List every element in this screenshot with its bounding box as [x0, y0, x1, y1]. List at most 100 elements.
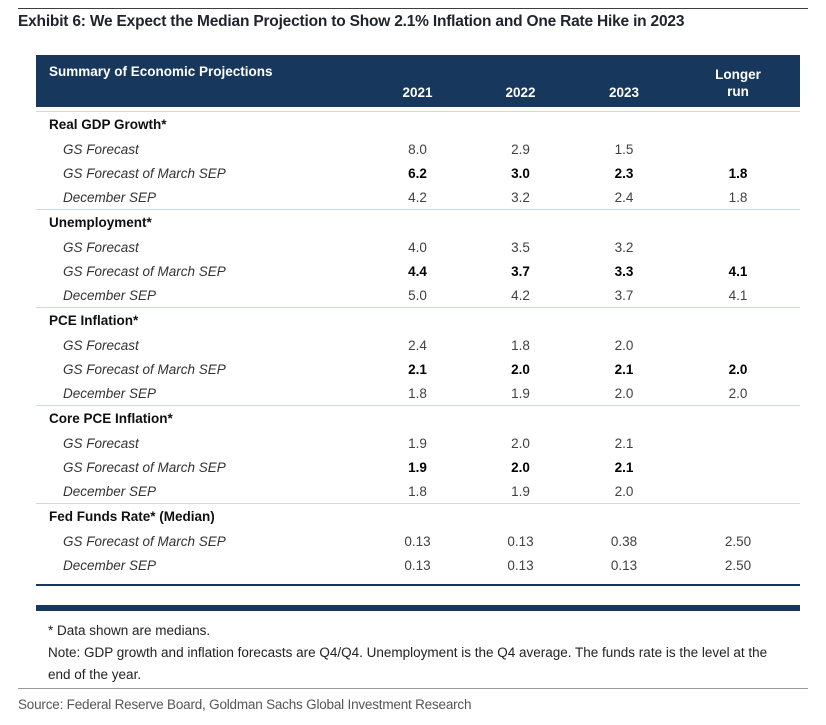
cell-value: 6.2 — [408, 165, 427, 181]
footnote-medians: * Data shown are medians. — [48, 623, 211, 638]
cell-value: 3.2 — [511, 189, 530, 205]
cell-value: 4.1 — [728, 287, 748, 303]
cell-value: 0.38 — [610, 533, 638, 549]
cell-value: 1.8 — [728, 189, 748, 205]
column-header-longer-run: Longer run — [715, 67, 761, 99]
cell-value: 4.0 — [408, 239, 427, 255]
cell-value: 3.7 — [511, 263, 530, 279]
cell-value: 2.50 — [724, 533, 752, 549]
row-label: GS Forecast of March SEP — [63, 361, 226, 377]
section-header: PCE Inflation* — [49, 313, 139, 328]
table-row: GS Forecast of March SEP 4.4 3.7 3.3 4.1 — [36, 259, 800, 283]
cell-value: 2.4 — [408, 337, 427, 353]
row-label: December SEP — [63, 287, 157, 303]
row-label: GS Forecast — [63, 239, 139, 255]
cell-value: 3.2 — [614, 239, 634, 255]
cell-value: 3.3 — [614, 263, 634, 279]
cell-value: 1.9 — [511, 385, 530, 401]
table-row: GS Forecast 4.0 3.5 3.2 — [36, 235, 800, 259]
cell-value: 5.0 — [408, 287, 427, 303]
table-row: GS Forecast 1.9 2.0 2.1 — [36, 431, 800, 455]
row-label: GS Forecast — [63, 141, 139, 157]
table-row: GS Forecast of March SEP 6.2 3.0 2.3 1.8 — [36, 161, 800, 185]
table-row: GS Forecast of March SEP 1.9 2.0 2.1 — [36, 455, 800, 479]
cell-value: 2.0 — [511, 459, 530, 475]
cell-value: 2.0 — [614, 483, 634, 499]
column-header-2023: 2023 — [608, 85, 640, 100]
section-header: Unemployment* — [49, 215, 152, 230]
footnote-note: Note: GDP growth and inflation forecasts… — [48, 645, 768, 682]
row-label: December SEP — [63, 385, 157, 401]
cell-value: 3.7 — [614, 287, 634, 303]
cell-value: 1.8 — [408, 385, 427, 401]
row-label: GS Forecast of March SEP — [63, 165, 226, 181]
cell-value: 2.4 — [614, 189, 634, 205]
cell-value: 1.8 — [408, 483, 427, 499]
column-header-2021: 2021 — [402, 85, 433, 100]
cell-value: 2.1 — [614, 459, 634, 475]
cell-value: 2.0 — [614, 337, 634, 353]
section-header: Core PCE Inflation* — [49, 411, 173, 426]
cell-value: 2.3 — [614, 165, 634, 181]
table-section: Core PCE Inflation* GS Forecast 1.9 2.0 2.1 G… — [36, 405, 800, 503]
cell-value: 2.0 — [614, 385, 634, 401]
cell-value: 8.0 — [408, 141, 427, 157]
table-row: December SEP 5.0 4.2 3.7 4.1 — [36, 283, 800, 307]
section-header: Fed Funds Rate* (Median) — [49, 509, 215, 524]
row-label: GS Forecast — [63, 337, 139, 353]
cell-value: 1.9 — [408, 435, 427, 451]
table-section: Unemployment* GS Forecast 4.0 3.5 3.2 GS Fore… — [36, 209, 800, 307]
cell-value: 2.1 — [614, 361, 634, 377]
table-row: December SEP 1.8 1.9 2.0 2.0 — [36, 381, 800, 405]
cell-value: 3.0 — [511, 165, 530, 181]
table-title: Summary of Economic Projections — [49, 64, 273, 79]
cell-value: 3.5 — [511, 239, 530, 255]
table-body: Real GDP Growth* GS Forecast 8.0 2.9 1.5 GS F… — [36, 111, 800, 577]
footnotes: * Data shown are medians. Note: GDP grow… — [36, 611, 800, 686]
row-label: GS Forecast of March SEP — [63, 459, 226, 475]
column-header-2022: 2022 — [505, 85, 536, 100]
cell-value: 1.8 — [511, 337, 530, 353]
table-row: GS Forecast 8.0 2.9 1.5 — [36, 137, 800, 161]
table-section: Real GDP Growth* GS Forecast 8.0 2.9 1.5 GS F… — [36, 111, 800, 209]
cell-value: 2.50 — [724, 557, 752, 573]
cell-value: 4.1 — [728, 263, 748, 279]
row-label: December SEP — [63, 189, 157, 205]
cell-value: 2.1 — [408, 361, 427, 377]
cell-value: 4.2 — [408, 189, 427, 205]
table-section: PCE Inflation* GS Forecast 2.4 1.8 2.0 GS For… — [36, 307, 800, 405]
cell-value: 0.13 — [507, 557, 534, 573]
table-row: GS Forecast of March SEP 2.1 2.0 2.1 2.0 — [36, 357, 800, 381]
cell-value: 0.13 — [507, 533, 534, 549]
cell-value: 2.1 — [614, 435, 634, 451]
row-label: GS Forecast of March SEP — [63, 263, 226, 279]
table-section: Fed Funds Rate* (Median) GS Forecast of M… — [36, 503, 800, 577]
cell-value: 1.9 — [511, 483, 530, 499]
cell-value: 1.5 — [614, 141, 634, 157]
table-bottom-rule — [36, 584, 800, 586]
cell-value: 0.13 — [610, 557, 638, 573]
source-divider — [18, 688, 808, 689]
cell-value: 2.9 — [511, 141, 530, 157]
cell-value: 0.13 — [404, 557, 431, 573]
table-header-bar: Summary of Economic Projections 2021 202… — [36, 55, 800, 107]
row-label: GS Forecast — [63, 435, 139, 451]
table-row: December SEP 1.8 1.9 2.0 — [36, 479, 800, 503]
source-line: Source: Federal Reserve Board, Goldman S… — [18, 697, 472, 712]
table-row: December SEP 4.2 3.2 2.4 1.8 — [36, 185, 800, 209]
section-header: Real GDP Growth* — [49, 117, 167, 132]
footnote-top-bar — [36, 605, 800, 611]
row-label: December SEP — [63, 557, 157, 573]
row-label: December SEP — [63, 483, 157, 499]
cell-value: 4.4 — [408, 263, 427, 279]
cell-value: 2.0 — [511, 435, 530, 451]
cell-value: 2.0 — [728, 361, 748, 377]
top-divider — [18, 8, 808, 9]
cell-value: 1.8 — [728, 165, 748, 181]
table-row: GS Forecast of March SEP 0.13 0.13 0.38 2.50 — [36, 529, 800, 553]
cell-value: 0.13 — [404, 533, 431, 549]
table-row: GS Forecast 2.4 1.8 2.0 — [36, 333, 800, 357]
cell-value: 2.0 — [511, 361, 530, 377]
cell-value: 4.2 — [511, 287, 530, 303]
